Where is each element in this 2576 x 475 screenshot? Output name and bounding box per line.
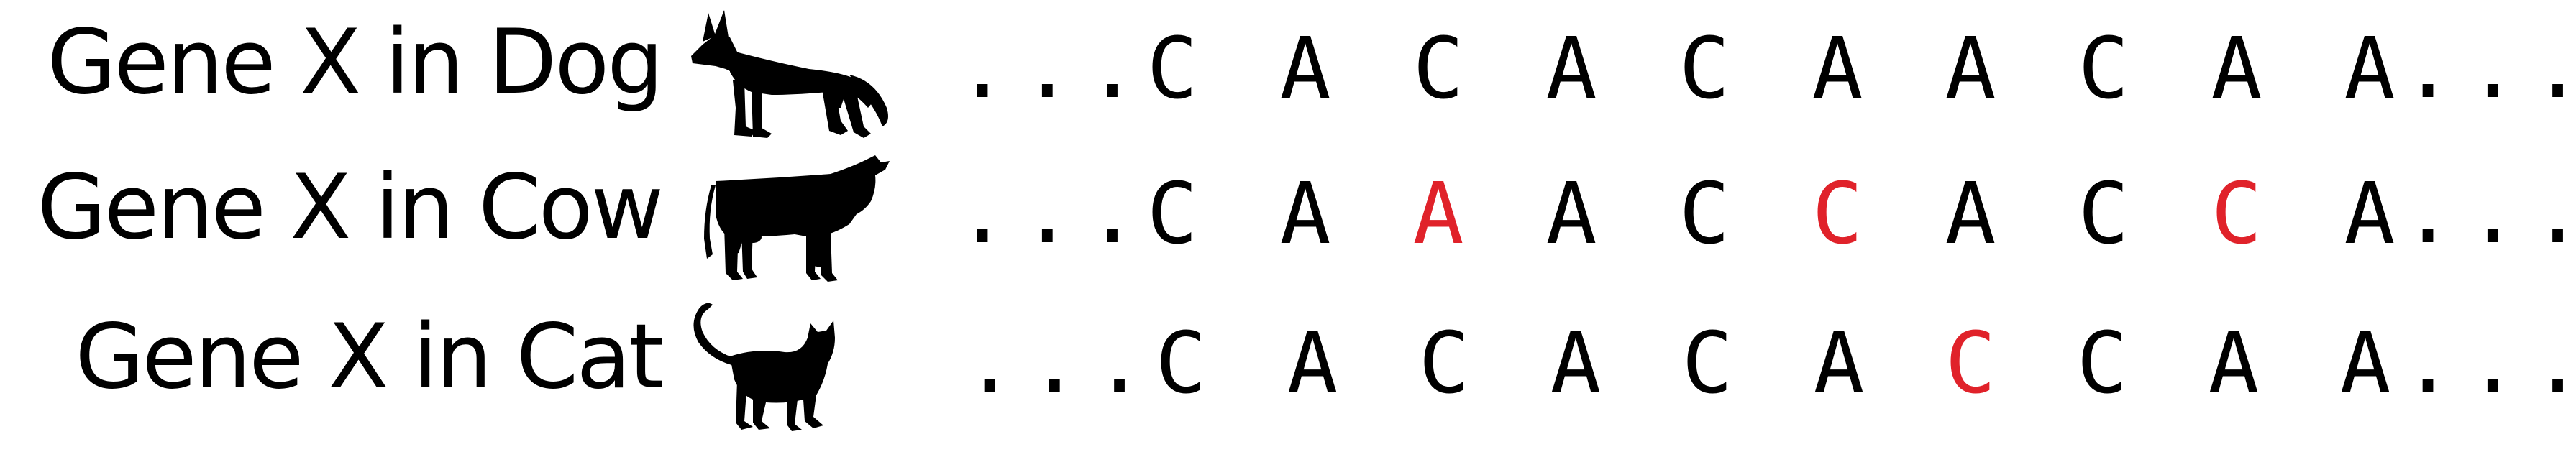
row-label: Gene X in Cat	[75, 305, 664, 409]
base: A	[2208, 313, 2260, 412]
base: C	[1418, 313, 1470, 412]
base: A	[2211, 19, 2262, 118]
row-label: Gene X in Dog	[47, 11, 664, 114]
base: A	[1545, 164, 1597, 263]
base: C	[1412, 19, 1464, 118]
row-label: Gene X in Cow	[37, 156, 664, 259]
cow-silhouette-icon	[704, 155, 890, 282]
base: A	[2344, 164, 2395, 263]
base: C	[1146, 19, 1198, 118]
base: A	[1545, 19, 1597, 118]
base: C	[1678, 164, 1730, 263]
base: C	[1678, 19, 1730, 118]
base: A	[1945, 19, 1996, 118]
base: A	[1550, 313, 1602, 412]
sequence-row-cat: Gene X in Cat ... C A C A C A C C A A ..…	[0, 295, 2576, 438]
sequence-row-dog: Gene X in Dog ... C A C A C A A C A	[0, 0, 2576, 144]
base: A	[2344, 19, 2395, 118]
sequence-strip: ... C A A A C C A C C A ...	[956, 160, 2576, 275]
base: A	[1945, 164, 1996, 263]
ellipsis-left: ...	[956, 163, 1151, 263]
cat-silhouette-icon	[693, 303, 835, 431]
base: A	[1279, 19, 1331, 118]
base-mismatch: C	[2211, 164, 2262, 263]
base: C	[2078, 164, 2129, 263]
base: C	[1681, 313, 1733, 412]
ellipsis-left: ...	[964, 313, 1159, 412]
sequence-row-cow: Gene X in Cow ... C A A A C C A C C A ..…	[0, 145, 2576, 289]
sequence-strip: ... C A C A C A A C A A ...	[956, 14, 2576, 129]
ellipsis-right: ...	[2402, 163, 2576, 263]
dog-silhouette-icon	[691, 10, 888, 138]
sequence-strip: ... C A C A C A C C A A ...	[956, 309, 2576, 424]
ellipsis-left: ...	[956, 18, 1151, 118]
base: C	[1155, 313, 1207, 412]
base-mismatch: C	[1945, 313, 1996, 412]
base-mismatch: C	[1812, 164, 1863, 263]
base: C	[2078, 19, 2129, 118]
base: C	[1146, 164, 1198, 263]
ellipsis-right: ...	[2402, 313, 2576, 412]
base: A	[1813, 313, 1865, 412]
base: C	[2076, 313, 2128, 412]
base: A	[2339, 313, 2391, 412]
base: A	[1812, 19, 1863, 118]
base: A	[1279, 164, 1331, 263]
base-mismatch: A	[1412, 164, 1464, 263]
ellipsis-right: ...	[2402, 18, 2576, 118]
base: A	[1287, 313, 1338, 412]
